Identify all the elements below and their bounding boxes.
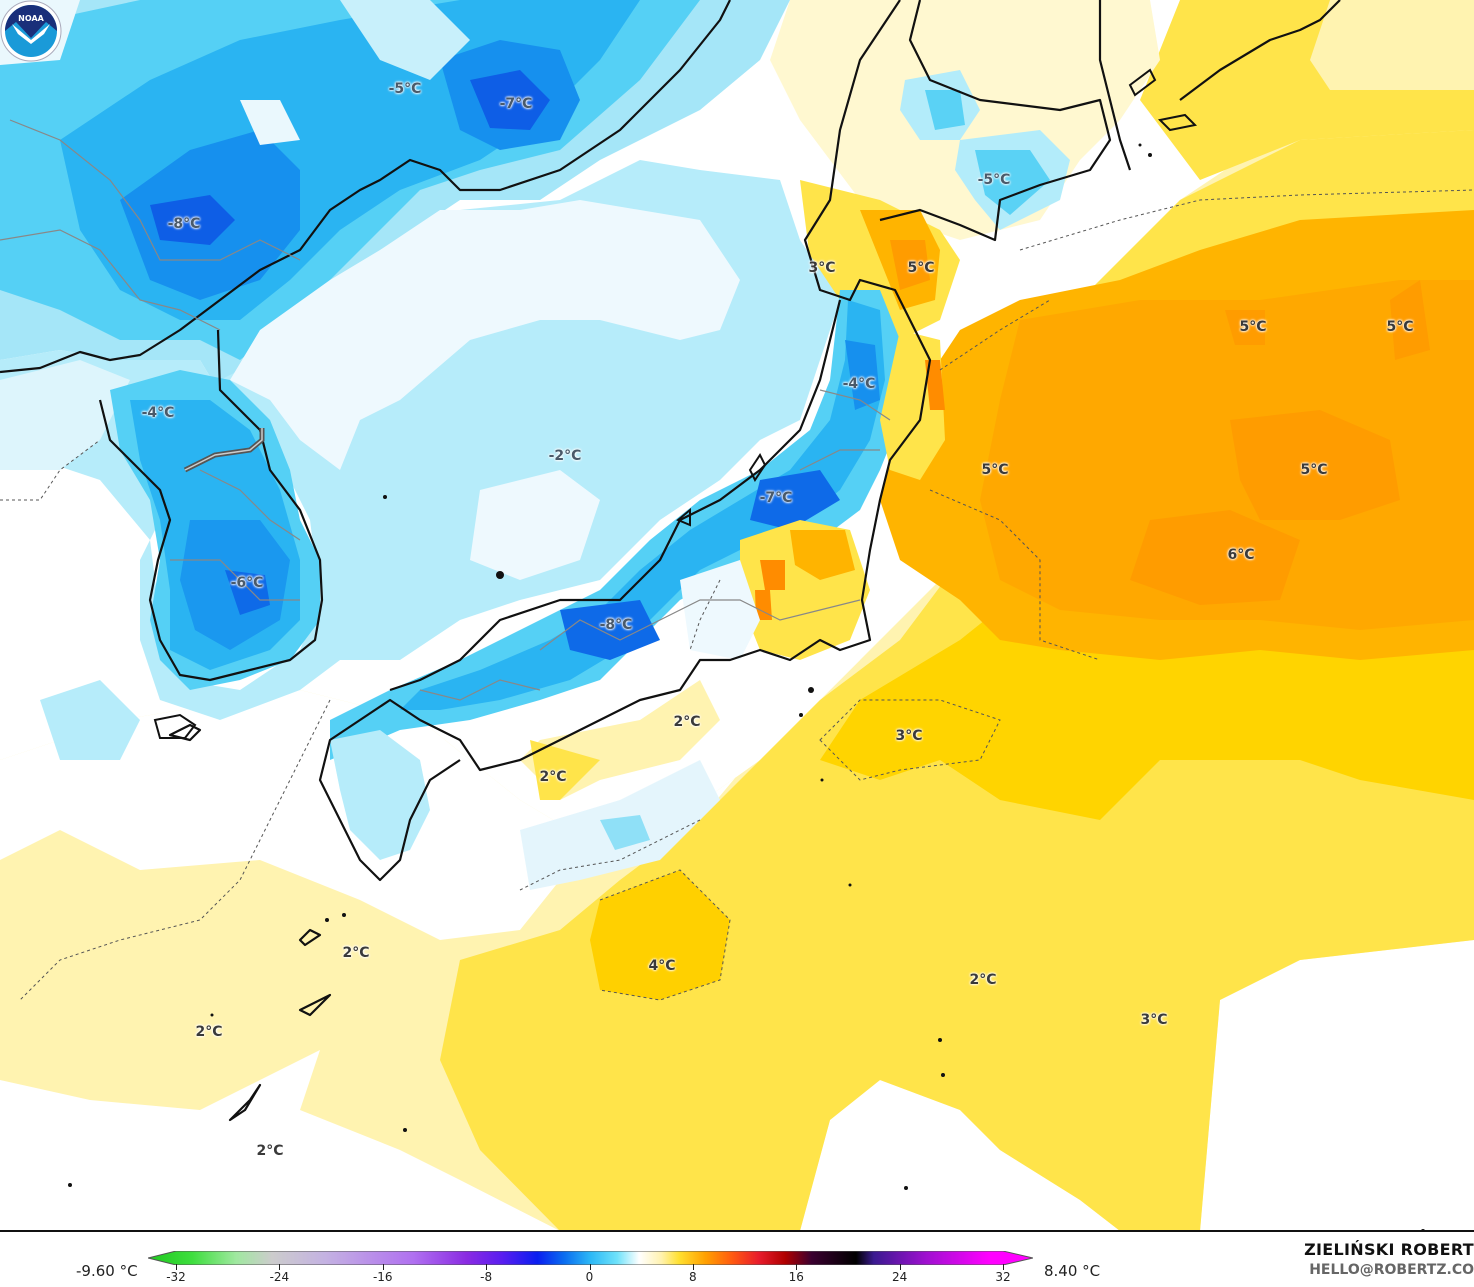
- contour-lines: [0, 189, 1474, 1001]
- legend-tick-label: -24: [269, 1270, 290, 1284]
- temperature-label: -4°C: [842, 376, 876, 392]
- author-name: ZIELIŃSKI ROBERT: [1304, 1240, 1474, 1259]
- map-fill-layer: [0, 0, 1474, 1231]
- legend-colorbar: [148, 1251, 1033, 1265]
- temperature-label: -2°C: [548, 448, 582, 464]
- temperature-label: 3°C: [895, 728, 923, 744]
- temperature-label: 2°C: [969, 972, 997, 988]
- legend-tick-mark: [589, 1264, 591, 1270]
- temperature-label: 5°C: [1386, 319, 1414, 335]
- temperature-label: 2°C: [539, 769, 567, 785]
- legend-max-value: 8.40 °C: [1044, 1262, 1101, 1280]
- legend-tick-mark: [796, 1264, 798, 1270]
- temperature-label: 6°C: [1227, 547, 1255, 563]
- color-legend: -9.60 °C: [0, 1232, 1474, 1287]
- legend-tick-mark: [382, 1264, 384, 1270]
- author-credit: ZIELIŃSKI ROBERT HELLO@ROBERTZ.CO: [1304, 1240, 1474, 1278]
- temperature-label: -8°C: [599, 617, 633, 633]
- temperature-label: 2°C: [342, 945, 370, 961]
- temperature-label: -6°C: [230, 575, 264, 591]
- legend-tick-label: -8: [480, 1270, 493, 1284]
- legend-tick-label: 32: [995, 1270, 1011, 1284]
- legend-min-value: -9.60 °C: [76, 1262, 138, 1280]
- legend-tick-mark: [1003, 1264, 1004, 1270]
- noaa-logo: NOAA: [0, 0, 62, 62]
- author-email: HELLO@ROBERTZ.CO: [1309, 1262, 1474, 1278]
- legend-tick-mark: [486, 1264, 488, 1270]
- temperature-label: 3°C: [1140, 1012, 1168, 1028]
- legend-tick-mark: [692, 1264, 694, 1270]
- admin-boundaries: [0, 119, 891, 701]
- temperature-label: -7°C: [759, 490, 793, 506]
- legend-tick-label: 24: [891, 1270, 908, 1284]
- temperature-label: 4°C: [648, 958, 676, 974]
- svg-text:NOAA: NOAA: [18, 14, 44, 23]
- temperature-label: 2°C: [195, 1024, 223, 1040]
- legend-tick-label: 8: [689, 1270, 697, 1284]
- temperature-label: -8°C: [167, 216, 201, 232]
- temperature-label: 2°C: [256, 1143, 284, 1159]
- temperature-label: 5°C: [1300, 462, 1328, 478]
- temperature-label: -4°C: [141, 405, 175, 421]
- temperature-label: -5°C: [388, 81, 422, 97]
- temperature-label: 5°C: [1239, 319, 1267, 335]
- temperature-label: 5°C: [907, 260, 935, 276]
- legend-tick-label: 16: [788, 1270, 804, 1284]
- temperature-label: 2°C: [673, 714, 701, 730]
- temperature-label: -5°C: [977, 172, 1011, 188]
- islands: [68, 143, 1425, 1231]
- temperature-label: 3°C: [808, 260, 836, 276]
- temperature-anomaly-map: -5°C -7°C -8°C -4°C -6°C -2°C -7°C -8°C -4°C -5°C…: [0, 0, 1474, 1231]
- legend-tick-label: -32: [166, 1270, 186, 1284]
- map-frame-bottom: [0, 1230, 1474, 1232]
- legend-tick-label: 0: [585, 1270, 594, 1284]
- legend-tick-label: -16: [372, 1270, 393, 1284]
- coastlines: [0, 0, 1341, 1122]
- legend-tick-mark: [899, 1264, 901, 1270]
- legend-tick-mark: [279, 1264, 281, 1270]
- legend-tick-mark: [176, 1264, 177, 1270]
- temperature-label: -7°C: [499, 96, 533, 112]
- temperature-label: 5°C: [981, 462, 1009, 478]
